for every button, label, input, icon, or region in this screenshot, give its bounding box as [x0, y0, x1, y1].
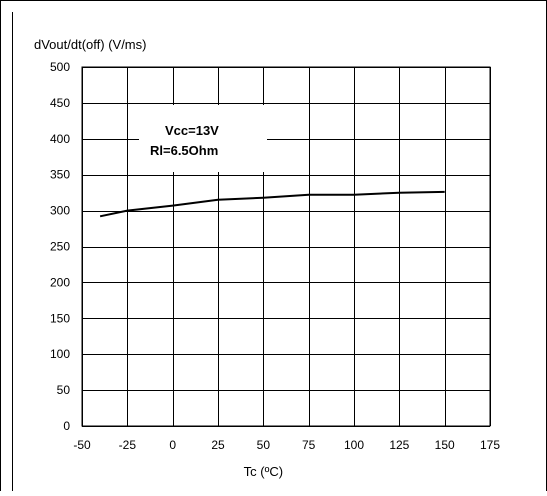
y-axis-label: dVout/dt(off) (V/ms) [34, 37, 146, 52]
y-tick-label: 0 [63, 419, 70, 433]
y-tick-label: 500 [50, 60, 70, 74]
x-tick-label: 175 [480, 438, 500, 452]
x-tick-label: 150 [435, 438, 455, 452]
y-tick-label: 50 [57, 383, 71, 397]
y-tick-label: 150 [50, 311, 70, 325]
x-tick-label: 100 [344, 438, 364, 452]
x-tick-label: 75 [302, 438, 316, 452]
y-tick-label: 450 [50, 96, 70, 110]
annotation-vcc: Vcc=13V [165, 123, 219, 138]
y-tick-label: 350 [50, 168, 70, 182]
x-axis-label: Tc (ºC) [244, 464, 283, 479]
y-tick-label: 250 [50, 240, 70, 254]
x-tick-label: 125 [389, 438, 409, 452]
x-tick-label: -25 [119, 438, 137, 452]
annotation-rl: Rl=6.5Ohm [150, 143, 218, 158]
annotation-background [139, 105, 267, 172]
annotation-box: Vcc=13V Rl=6.5Ohm [139, 105, 267, 172]
y-tick-labels: 0 50 100 150 200 250 300 350 400 450 500 [50, 60, 70, 433]
series-line [100, 192, 445, 216]
y-tick-label: 300 [50, 204, 70, 218]
x-tick-label: 50 [257, 438, 271, 452]
x-tick-label: 0 [169, 438, 176, 452]
series-group [100, 192, 445, 216]
x-tick-label: 25 [211, 438, 225, 452]
x-tick-label: -50 [73, 438, 91, 452]
y-tick-label: 200 [50, 275, 70, 289]
x-tick-labels: -50 -25 0 25 50 75 100 125 150 175 [73, 438, 500, 452]
y-tick-label: 100 [50, 347, 70, 361]
y-tick-label: 400 [50, 132, 70, 146]
